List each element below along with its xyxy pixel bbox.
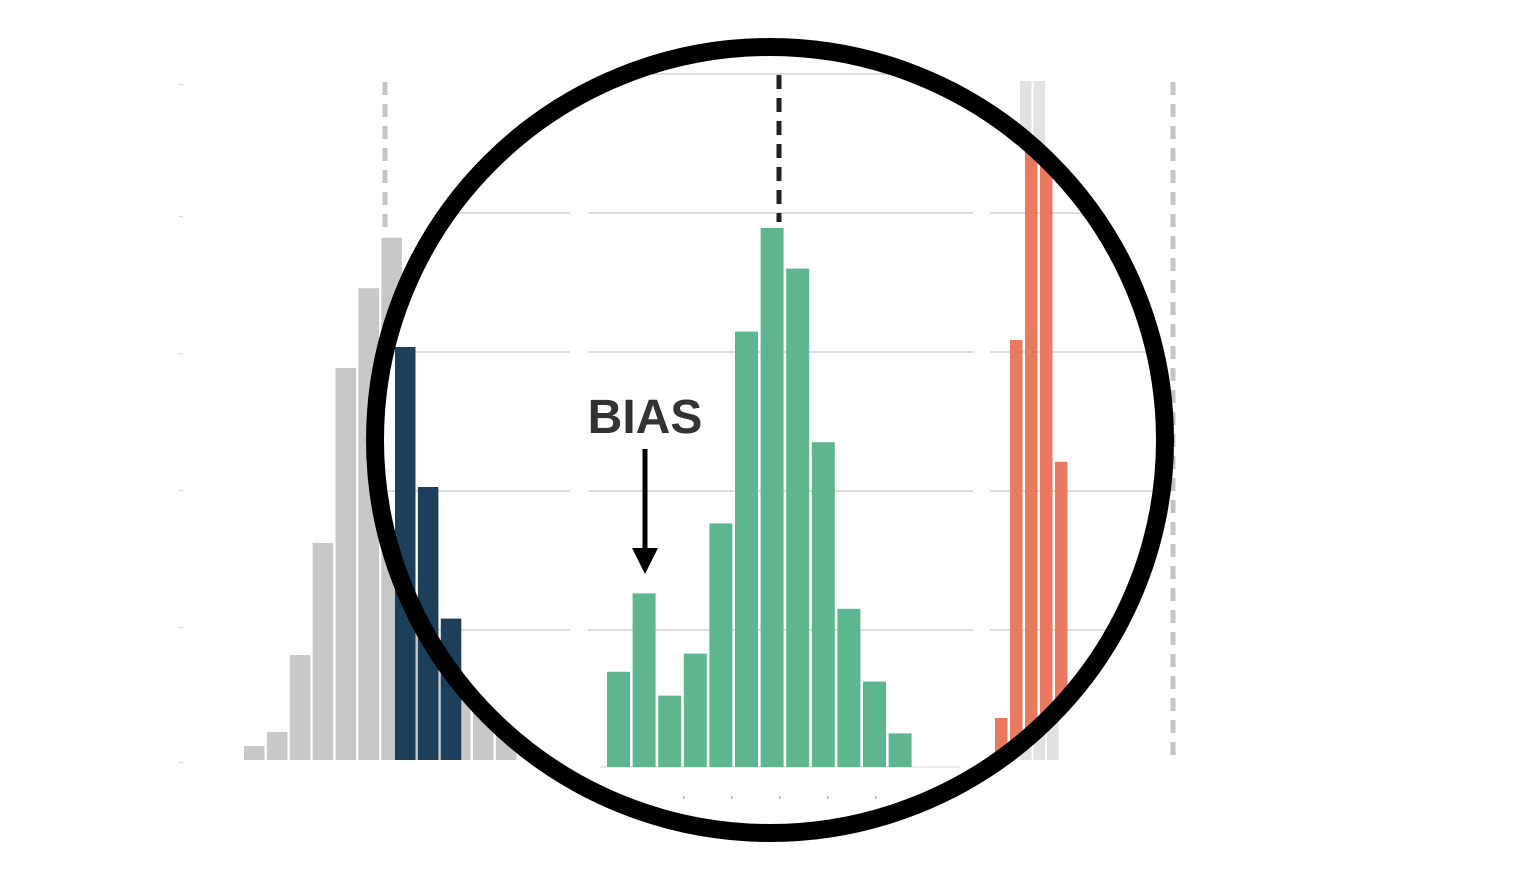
background-axis-tick	[179, 353, 183, 355]
right-bar	[1025, 151, 1038, 767]
right-bar	[1010, 340, 1023, 767]
center-bar	[863, 681, 886, 767]
left-ghost-bar	[244, 746, 265, 760]
center-bar	[683, 653, 707, 767]
background-axis-tick	[179, 490, 183, 492]
background-axis-tick	[179, 84, 183, 86]
right-ghost-bar	[1047, 711, 1059, 760]
left-ghost-bar	[335, 368, 357, 760]
axis-tick	[875, 796, 877, 799]
center-bar	[632, 593, 656, 767]
axis-tick	[827, 796, 829, 799]
right-bar	[1040, 165, 1053, 767]
bias-label: BIAS	[588, 391, 703, 444]
center-bar	[811, 442, 835, 767]
magnifier-lens-ring	[366, 38, 1174, 842]
center-bar	[709, 523, 733, 767]
center-histogram	[607, 228, 912, 767]
center-bar	[735, 331, 758, 767]
right-histogram	[995, 151, 1068, 767]
left-ghost-bar	[266, 732, 288, 760]
background-axis-tick	[179, 216, 183, 218]
center-bar	[760, 228, 784, 767]
background-ticks	[179, 84, 183, 764]
axis-tick	[779, 796, 781, 799]
left-ghost-bar	[312, 543, 334, 760]
center-bar	[837, 608, 861, 767]
center-bar	[658, 695, 682, 767]
left-ghost-bar	[289, 655, 311, 760]
axis-tick-marks	[683, 796, 877, 799]
center-bar	[888, 733, 912, 767]
center-bar	[607, 671, 630, 767]
center-bar	[786, 268, 810, 767]
axis-tick	[731, 796, 733, 799]
bias-arrow	[632, 449, 658, 574]
axis-tick	[683, 796, 685, 799]
background-axis-tick	[179, 762, 183, 764]
background-axis-tick	[179, 627, 183, 629]
lens-content	[375, 47, 1165, 833]
